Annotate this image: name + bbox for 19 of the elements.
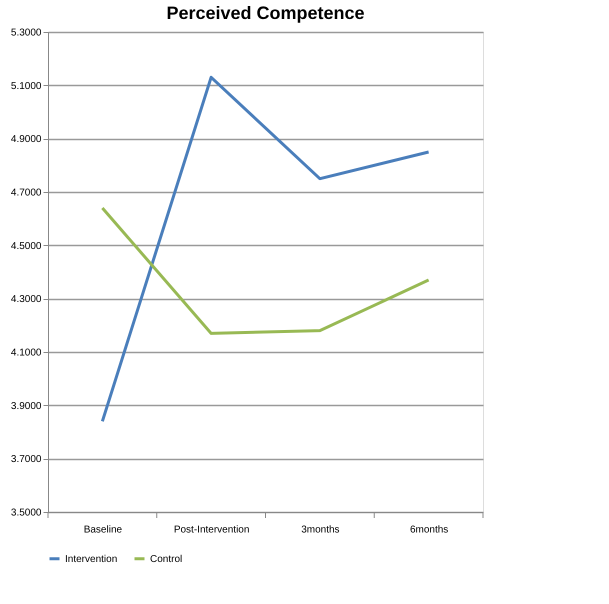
x-tick-label: Post-Intervention — [174, 524, 250, 536]
y-tick-label: 3.9000 — [10, 400, 42, 412]
x-tick-label: 6months — [410, 524, 448, 536]
chart-title: Perceived Competence — [166, 3, 365, 23]
y-tick-label: 4.3000 — [10, 294, 42, 306]
y-tick-label: 5.1000 — [10, 80, 42, 92]
y-tick-label: 3.7000 — [10, 454, 42, 466]
legend-label: Control — [150, 554, 182, 565]
x-tick-label: Baseline — [84, 524, 122, 536]
y-tick-label: 4.9000 — [10, 134, 42, 146]
line-series — [100, 206, 430, 335]
y-tick-label: 4.7000 — [10, 188, 42, 198]
line-series — [100, 76, 430, 423]
legend-label: Intervention — [65, 554, 118, 565]
x-tick-label: 3months — [301, 524, 340, 536]
y-tick-label: 5.3000 — [10, 28, 42, 38]
y-tick-label: 4.1000 — [10, 348, 42, 358]
y-tick-label: 3.5000 — [10, 508, 42, 518]
y-tick-label: 4.5000 — [10, 240, 42, 252]
